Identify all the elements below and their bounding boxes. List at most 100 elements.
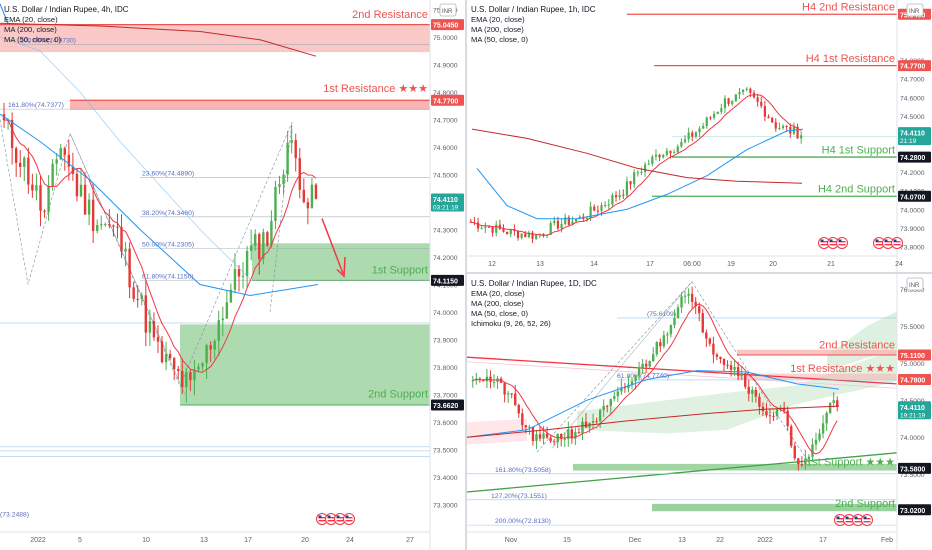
- resistance-trendline: [467, 361, 898, 389]
- time-tick-label: 24: [895, 261, 903, 268]
- candle-4h-candle: [181, 370, 184, 388]
- flag-stripe: [845, 518, 853, 520]
- chart-1d-svg[interactable]: 161.80%(73.5058) 127.20%(73.1551) 200.00%(…: [467, 274, 932, 550]
- time-tick-label: 2022: [30, 537, 46, 544]
- candle-1d-candle: [662, 335, 666, 347]
- indicator-legend-label: MA (50, close, 0): [471, 309, 528, 318]
- price-tick-label: 74.2000: [433, 255, 458, 262]
- currency-icon[interactable]: [439, 3, 457, 17]
- candle-1h-candle: [589, 206, 592, 219]
- chart-1h-panel[interactable]: H4 2nd Resistance H4 1st Resistance H4 1st…: [467, 0, 932, 272]
- candle-1d-candle: [818, 433, 821, 440]
- candle-1d-candle: [747, 386, 750, 394]
- candle-4h-candle: [213, 340, 216, 350]
- level-label: 2nd Resistance: [819, 339, 895, 351]
- candle-4h-candle: [75, 173, 79, 197]
- ichimoku-cloud: [577, 348, 897, 434]
- candle-4h-candle: [229, 289, 233, 303]
- price-badge-label: 74.4110: [900, 131, 925, 138]
- us-flag-icon[interactable]: [891, 237, 903, 249]
- chart-1d-panel[interactable]: 161.80%(73.5058) 127.20%(73.1551) 200.00%(…: [467, 274, 932, 550]
- price-badge: [898, 504, 931, 516]
- time-tick-label: 17: [646, 261, 654, 268]
- flag-stripe: [884, 241, 892, 243]
- candle-4h-candle: [310, 184, 314, 209]
- price-badge-label: 74.0700: [900, 194, 925, 201]
- panel-divider-vertical[interactable]: [465, 0, 467, 550]
- fibonacci-label: 200.00%(74.9730): [20, 37, 76, 44]
- us-flag-icon[interactable]: [836, 237, 848, 249]
- price-tick-label: 73.5000: [433, 448, 458, 455]
- chart-4h-svg[interactable]: 200.00%(74.9730) 161.80%(74.7377) 23.60%(7…: [0, 0, 465, 550]
- panel-divider-horizontal[interactable]: [467, 272, 932, 274]
- candle-4h-candle: [83, 184, 87, 215]
- price-badge-label: 74.7700: [900, 64, 925, 71]
- candle-1h-candle: [767, 116, 770, 118]
- candle-1h-candle: [538, 233, 541, 235]
- resistance-trendline: [467, 356, 898, 385]
- candle-1d-candle: [726, 364, 729, 366]
- flag-stripe: [336, 520, 344, 522]
- price-tick-label: 74.3000: [433, 228, 458, 235]
- candle-1h-candle: [745, 88, 748, 90]
- candle-1h-candle: [647, 163, 650, 165]
- candle-1h-candle: [658, 154, 661, 158]
- currency-icon[interactable]: [906, 277, 924, 291]
- candle-4h-candle: [241, 275, 245, 277]
- candle-4h-candle: [249, 245, 253, 251]
- candle-1h-candle: [654, 154, 658, 157]
- level-label: H4 2nd Resistance: [802, 2, 895, 14]
- candle-4h-candle: [294, 140, 297, 159]
- flag-stripe: [345, 517, 353, 519]
- candle-1d-candle: [797, 458, 800, 465]
- candle-1h-candle: [709, 117, 712, 119]
- flag-stripe: [875, 241, 883, 243]
- us-flag-icon[interactable]: [861, 514, 873, 526]
- candle-1d-candle: [744, 373, 747, 387]
- chart-4h-panel[interactable]: 200.00%(74.9730) 161.80%(74.7377) 23.60%(7…: [0, 0, 465, 550]
- candle-1h-candle: [738, 92, 741, 95]
- currency-icon[interactable]: [906, 3, 924, 17]
- candle-1d-candle: [531, 426, 535, 441]
- candle-1d-candle: [577, 432, 581, 434]
- candle-1d-candle: [574, 432, 577, 439]
- candle-1h-candle: [531, 232, 534, 239]
- candle-1d-candle: [549, 437, 552, 442]
- candle-1h-candle: [618, 194, 621, 198]
- fibonacci-label: 161.80%(73.5058): [495, 467, 551, 474]
- time-tick-label: 2022: [757, 537, 773, 544]
- flag-canton: [836, 516, 840, 519]
- candle-1d-candle: [637, 367, 641, 376]
- candle-1h-candle: [574, 219, 578, 222]
- time-tick-label: 14: [590, 261, 598, 268]
- flag-stripe: [836, 518, 844, 520]
- currency-label: INR: [909, 9, 920, 15]
- level-label: 1st Resistance ★★★: [323, 83, 428, 95]
- candle-1h-candle: [585, 218, 589, 220]
- candle-1h-candle: [771, 117, 774, 123]
- plot-area: H4 2nd Resistance H4 1st Resistance H4 1st…: [469, 2, 897, 244]
- price-tick-label: 74.0000: [900, 207, 925, 214]
- candle-1h-candle: [553, 220, 556, 224]
- price-badge: [898, 127, 931, 146]
- candle-4h-candle: [298, 158, 301, 190]
- chart-symbol-title: U.S. Dollar / Indian Rupee, 1D, IDC: [471, 279, 597, 288]
- candle-1d-candle: [683, 295, 687, 297]
- candle-1d-candle: [811, 444, 814, 457]
- chart-1h-svg[interactable]: H4 2nd Resistance H4 1st Resistance H4 1st…: [467, 0, 932, 272]
- candle-4h-candle: [152, 321, 156, 338]
- candle-1h-candle: [796, 126, 799, 139]
- ichimoku-cloud: [827, 311, 897, 371]
- price-badge-timer: 03:21:19: [433, 204, 459, 211]
- candle-1d-candle: [567, 429, 570, 439]
- flag-stripe: [327, 520, 335, 522]
- us-flag-icon[interactable]: [343, 513, 355, 525]
- indicator-legend-label: MA (200, close): [471, 25, 524, 34]
- candle-1h-candle: [640, 171, 643, 173]
- candle-1d-candle: [524, 425, 528, 428]
- candle-4h-candle: [266, 232, 269, 246]
- flag-stripe: [863, 521, 871, 523]
- candle-1d-candle: [828, 402, 832, 413]
- price-tick-label: 73.9000: [900, 226, 925, 233]
- candle-1d-candle: [482, 380, 485, 382]
